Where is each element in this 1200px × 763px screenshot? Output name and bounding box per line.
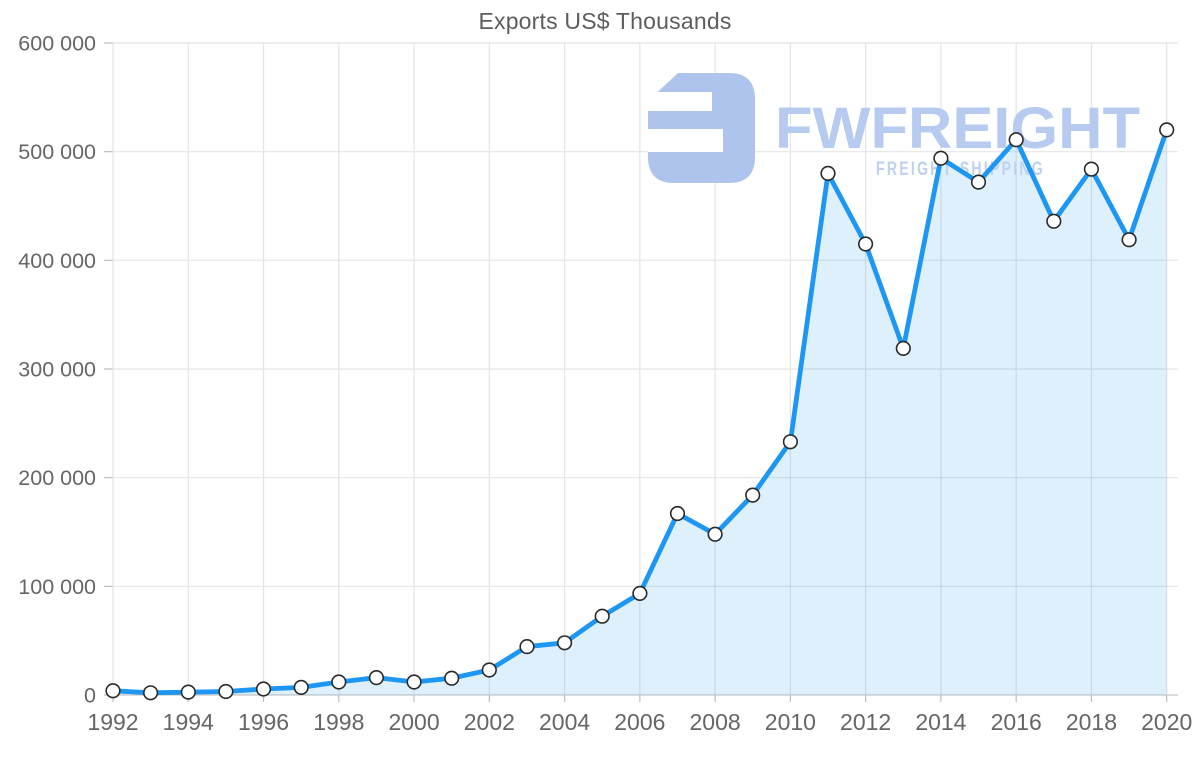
data-point-1998[interactable] (331, 674, 347, 690)
x-axis-label: 1998 (313, 709, 364, 735)
data-point-2019[interactable] (1121, 232, 1137, 248)
data-point-2000[interactable] (406, 674, 422, 690)
x-axis-label: 2012 (840, 709, 891, 735)
data-point-1994[interactable] (180, 684, 196, 700)
x-axis-label: 1994 (163, 709, 214, 735)
x-axis-label: 1996 (238, 709, 289, 735)
x-axis-label: 2020 (1141, 709, 1192, 735)
y-axis-label: 400 000 (18, 249, 96, 273)
data-point-2017[interactable] (1046, 213, 1062, 229)
y-axis-label: 600 000 (18, 32, 96, 56)
data-point-2012[interactable] (857, 236, 874, 252)
data-point-2007[interactable] (669, 505, 686, 522)
data-point-2006[interactable] (632, 585, 648, 602)
x-axis-label: 2002 (464, 709, 515, 735)
y-axis-label: 300 000 (18, 358, 96, 382)
data-points (105, 122, 1175, 701)
x-axis-label: 2004 (539, 709, 590, 735)
data-point-2013[interactable] (895, 340, 911, 357)
data-point-2011[interactable] (820, 165, 836, 181)
data-point-2020[interactable] (1159, 122, 1175, 138)
data-point-2002[interactable] (481, 662, 497, 678)
watermark-brand-text: FWFREIGHT (775, 96, 1140, 161)
data-point-1999[interactable] (368, 669, 385, 686)
x-axis-labels: 1992 1994 1996 1998 2000 2002 2004 2006 2008 2010… (87, 709, 1192, 735)
x-axis-label: 2010 (765, 709, 816, 735)
data-point-1996[interactable] (255, 681, 272, 697)
data-point-2001[interactable] (444, 670, 460, 686)
data-point-2004[interactable] (556, 635, 573, 651)
data-point-2014[interactable] (933, 150, 949, 166)
data-point-2015[interactable] (970, 174, 987, 190)
fwfreight-logo-icon (648, 73, 755, 183)
y-axis-labels: 0 100 000 200 000 300 000 400 000 500 000 600 … (18, 32, 96, 708)
data-point-2008[interactable] (707, 526, 723, 542)
data-point-2010[interactable] (782, 434, 799, 450)
y-axis-label: 200 000 (18, 466, 96, 490)
data-point-2016[interactable] (1008, 132, 1024, 148)
data-point-2003[interactable] (519, 638, 535, 655)
data-point-1993[interactable] (143, 685, 159, 701)
x-axis-label: 1992 (87, 709, 138, 735)
area-fill (113, 129, 1167, 695)
chart-title: Exports US$ Thousands (478, 8, 732, 34)
data-point-2005[interactable] (594, 608, 610, 624)
data-point-2009[interactable] (745, 487, 761, 503)
y-axis-label: 500 000 (18, 140, 96, 164)
y-axis-label: 0 (84, 684, 96, 708)
data-point-1992[interactable] (105, 683, 121, 699)
x-axis-label: 2014 (915, 709, 966, 735)
x-axis-label: 2008 (690, 709, 741, 735)
data-point-1997[interactable] (293, 679, 309, 696)
x-axis-label: 2018 (1066, 709, 1117, 735)
x-axis-label: 2006 (614, 709, 665, 735)
x-axis-label: 2016 (991, 709, 1042, 735)
data-point-1995[interactable] (218, 683, 234, 700)
x-axis-label: 2000 (388, 709, 439, 735)
y-axis-label: 100 000 (18, 575, 96, 599)
data-point-2018[interactable] (1083, 161, 1099, 177)
